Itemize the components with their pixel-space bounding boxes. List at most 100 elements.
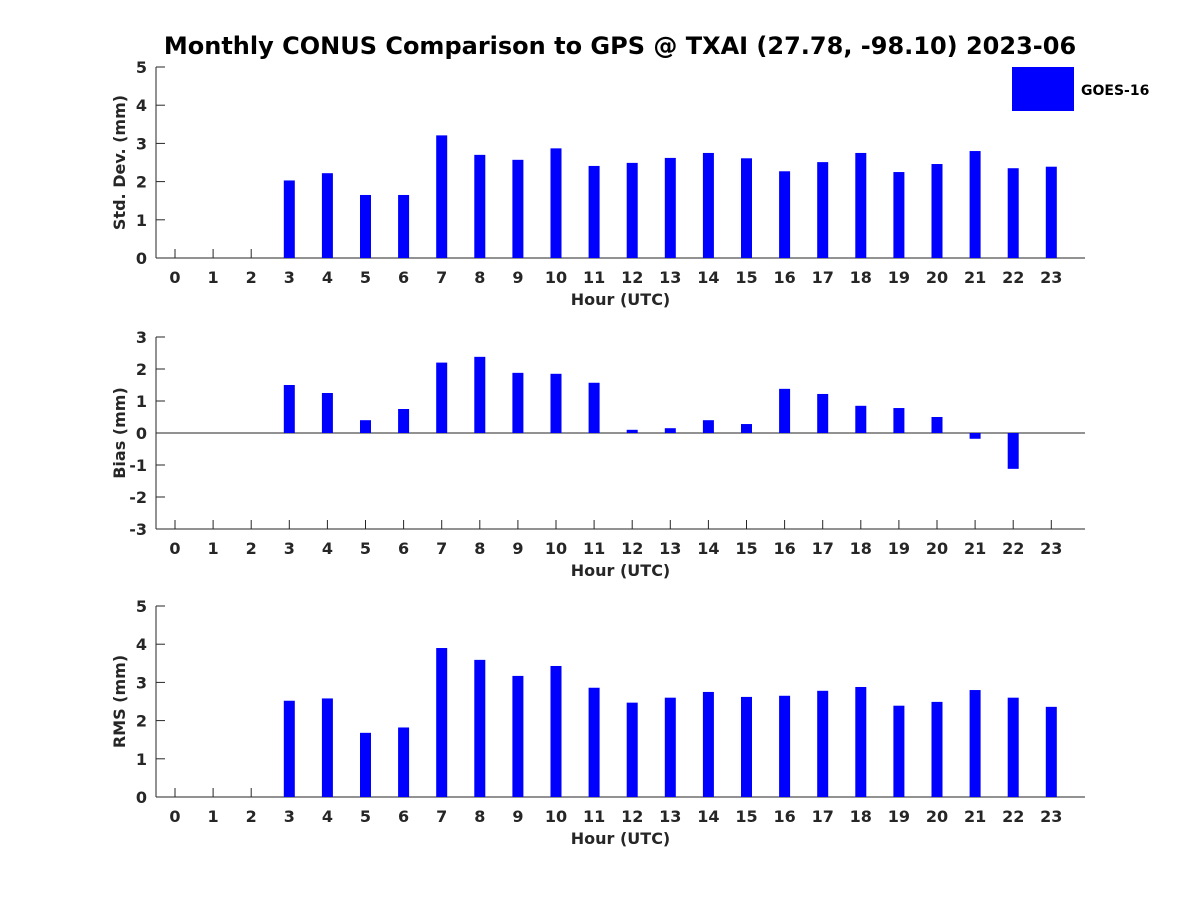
y-tick-label: 3	[136, 328, 147, 347]
x-tick-label: 0	[169, 807, 180, 826]
x-axis-label: Hour (UTC)	[571, 829, 671, 848]
x-tick-label: 3	[284, 539, 295, 558]
bar-hour-15	[741, 424, 752, 433]
bar-hour-18	[855, 152, 867, 258]
x-tick-label: 6	[398, 539, 409, 558]
bar-hour-15	[741, 696, 752, 797]
x-tick-label: 5	[360, 268, 371, 287]
bar-hour-3	[283, 385, 295, 433]
legend-swatch-goes-16	[1012, 67, 1074, 111]
x-tick-label: 12	[621, 268, 643, 287]
x-tick-label: 17	[812, 807, 834, 826]
bar-hour-11	[588, 165, 600, 258]
bar-hour-14	[702, 420, 714, 433]
x-tick-label: 16	[773, 539, 795, 558]
x-tick-label: 21	[964, 539, 986, 558]
x-tick-label: 1	[208, 268, 219, 287]
y-tick-label: 1	[136, 392, 147, 411]
y-axis-label: Std. Dev. (mm)	[110, 95, 129, 230]
bar-hour-4	[321, 393, 333, 433]
x-tick-label: 19	[888, 539, 910, 558]
y-tick-label: 0	[136, 788, 147, 807]
x-tick-label: 11	[583, 268, 605, 287]
x-tick-label: 20	[926, 539, 948, 558]
x-tick-label: 17	[812, 539, 834, 558]
x-tick-label: 8	[474, 268, 485, 287]
x-tick-label: 14	[697, 539, 719, 558]
x-tick-label: 4	[322, 807, 333, 826]
y-tick-label: 0	[136, 424, 147, 443]
chart-title: Monthly CONUS Comparison to GPS @ TXAI (…	[164, 32, 1076, 60]
bar-hour-21	[969, 433, 981, 439]
x-tick-label: 14	[697, 268, 719, 287]
bar-hour-6	[398, 409, 410, 433]
x-tick-label: 16	[773, 807, 795, 826]
bar-hour-10	[550, 148, 562, 258]
y-axis-label: RMS (mm)	[110, 655, 129, 748]
legend: GOES-16	[1012, 67, 1149, 111]
x-tick-label: 13	[659, 807, 681, 826]
x-tick-label: 21	[964, 268, 986, 287]
bar-hour-4	[321, 698, 333, 797]
bar-hour-15	[741, 158, 752, 258]
bar-hour-7	[436, 648, 448, 797]
bar-hour-23	[1045, 166, 1057, 258]
bar-hour-19	[893, 408, 905, 433]
y-axis-label: Bias (mm)	[110, 387, 129, 479]
x-tick-label: 12	[621, 539, 643, 558]
bar-hour-23	[1045, 706, 1057, 797]
x-tick-label: 2	[246, 268, 257, 287]
bar-hour-19	[893, 705, 905, 797]
y-tick-label: -3	[129, 520, 147, 539]
bar-hour-12	[626, 429, 638, 433]
x-tick-label: 4	[322, 268, 333, 287]
x-tick-label: 23	[1040, 268, 1062, 287]
x-tick-label: 9	[512, 268, 523, 287]
bar-hour-20	[931, 164, 943, 258]
y-tick-label: 4	[136, 96, 147, 115]
x-tick-label: 13	[659, 539, 681, 558]
bar-hour-13	[664, 157, 676, 258]
bar-hour-12	[626, 162, 638, 258]
x-tick-label: 7	[436, 807, 447, 826]
bar-hour-4	[321, 173, 333, 258]
x-tick-label: 2	[246, 807, 257, 826]
bar-hour-3	[283, 700, 295, 797]
bar-hour-6	[398, 727, 410, 797]
y-tick-label: 4	[136, 635, 147, 654]
bar-hour-17	[817, 393, 829, 433]
x-axis-label: Hour (UTC)	[571, 561, 671, 580]
x-tick-label: 15	[735, 807, 757, 826]
x-tick-label: 12	[621, 807, 643, 826]
bar-hour-21	[969, 690, 981, 797]
x-tick-label: 22	[1002, 268, 1024, 287]
x-tick-label: 1	[208, 539, 219, 558]
x-tick-label: 15	[735, 268, 757, 287]
bar-hour-17	[817, 690, 829, 797]
x-tick-label: 0	[169, 539, 180, 558]
x-tick-label: 14	[697, 807, 719, 826]
y-tick-label: 1	[136, 211, 147, 230]
x-tick-label: 5	[360, 539, 371, 558]
x-tick-label: 21	[964, 807, 986, 826]
x-tick-label: 20	[926, 268, 948, 287]
bar-hour-17	[817, 162, 829, 258]
bar-hour-10	[550, 373, 562, 433]
x-tick-label: 3	[284, 807, 295, 826]
bar-hour-12	[626, 702, 638, 797]
y-tick-label: 2	[136, 173, 147, 192]
x-tick-label: 5	[360, 807, 371, 826]
bar-hour-18	[855, 686, 867, 797]
bar-hour-11	[588, 687, 600, 797]
y-tick-label: 5	[136, 597, 147, 616]
x-tick-label: 10	[545, 807, 567, 826]
y-tick-label: 3	[136, 673, 147, 692]
bar-hour-8	[474, 659, 486, 797]
bar-hour-19	[893, 172, 905, 258]
x-tick-label: 19	[888, 268, 910, 287]
bar-hour-7	[436, 362, 448, 433]
x-tick-label: 18	[850, 539, 872, 558]
x-tick-label: 11	[583, 539, 605, 558]
